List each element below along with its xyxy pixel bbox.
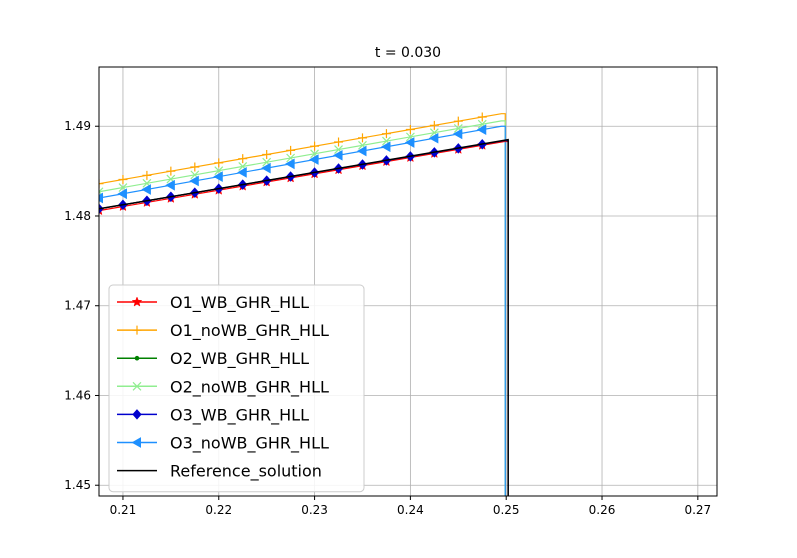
data-point — [117, 188, 127, 200]
legend-label: O2_noWB_GHR_HLL — [170, 377, 329, 397]
legend-box — [108, 284, 365, 493]
data-point — [452, 128, 463, 140]
legend-label: O3_noWB_GHR_HLL — [170, 434, 329, 454]
y-tick-label: 1.45 — [64, 478, 91, 492]
data-point — [477, 112, 487, 122]
data-point — [333, 149, 343, 161]
series-line — [99, 138, 509, 496]
x-tick-label: 0.24 — [397, 503, 424, 517]
legend-item: O2_noWB_GHR_HLL — [117, 377, 329, 397]
data-point — [429, 120, 439, 130]
data-point — [405, 125, 415, 135]
legend-label: O2_WB_GHR_HLL — [170, 349, 309, 369]
legend-marker — [132, 409, 142, 420]
plot-frame — [98, 66, 718, 497]
y-tick-label: 1.49 — [64, 119, 91, 133]
legend-marker — [131, 437, 141, 448]
x-tick-label: 0.27 — [684, 503, 711, 517]
data-point — [166, 166, 176, 176]
x-tick-label: 0.26 — [589, 503, 616, 517]
legend-label: Reference_solution — [170, 462, 322, 482]
legend-item: Reference_solution — [117, 462, 322, 482]
data-point — [99, 179, 104, 189]
legend: O1_WB_GHR_HLL O1_noWB_GHR_HLL O2_WB_GHR_HL… — [108, 284, 365, 493]
data-point — [404, 137, 415, 148]
data-point — [310, 141, 320, 151]
data-point — [476, 124, 487, 136]
data-point — [142, 170, 152, 180]
legend-marker — [132, 381, 142, 391]
axes: 0.21 0.22 0.23 0.24 0.25 0.26 0.27 1.45 1.46 1.47… — [64, 119, 711, 517]
data-point — [262, 150, 272, 160]
y-tick-label: 1.47 — [64, 299, 91, 313]
legend-marker — [132, 325, 142, 335]
data-point — [190, 162, 200, 172]
data-point — [357, 133, 367, 143]
data-point — [238, 154, 248, 164]
legend-item: O3_noWB_GHR_HLL — [117, 434, 329, 454]
y-tick-label: 1.48 — [64, 209, 91, 223]
data-point — [286, 145, 296, 155]
data-point — [381, 129, 391, 139]
legend-marker — [134, 355, 140, 361]
data-point — [309, 154, 319, 165]
x-tick-label: 0.23 — [301, 503, 328, 517]
data-point — [428, 132, 439, 144]
data-point — [99, 192, 103, 204]
legend-label: O1_WB_GHR_HLL — [170, 293, 309, 313]
series-Reference_solution — [99, 138, 509, 496]
y-tick-label: 1.46 — [64, 388, 91, 402]
legend-item: O1_noWB_GHR_HLL — [117, 321, 329, 341]
data-point — [356, 145, 367, 157]
series-layer — [99, 112, 509, 496]
legend-item: O3_WB_GHR_HLL — [117, 405, 309, 425]
data-point — [453, 116, 463, 126]
chart-title: t = 0.030 — [375, 45, 441, 61]
data-point — [285, 158, 295, 170]
data-point — [334, 137, 344, 147]
legend-item: O1_WB_GHR_HLL — [117, 293, 309, 313]
data-point — [380, 141, 391, 153]
x-tick-label: 0.22 — [205, 503, 232, 517]
data-point — [141, 184, 151, 195]
data-point — [237, 167, 247, 178]
data-point — [214, 158, 224, 168]
data-point — [165, 179, 175, 191]
data-point — [118, 175, 128, 185]
legend-label: O3_WB_GHR_HLL — [170, 405, 309, 425]
legend-marker — [131, 296, 143, 307]
series-line — [99, 125, 506, 496]
legend-item: O2_WB_GHR_HLL — [117, 349, 309, 369]
legend-label: O1_noWB_GHR_HLL — [170, 321, 329, 341]
data-point — [261, 162, 271, 174]
series-O3_noWB_GHR_HLL — [99, 124, 506, 496]
data-point — [213, 171, 223, 183]
data-point — [189, 175, 199, 187]
x-tick-label: 0.21 — [110, 503, 137, 517]
x-tick-label: 0.25 — [493, 503, 520, 517]
